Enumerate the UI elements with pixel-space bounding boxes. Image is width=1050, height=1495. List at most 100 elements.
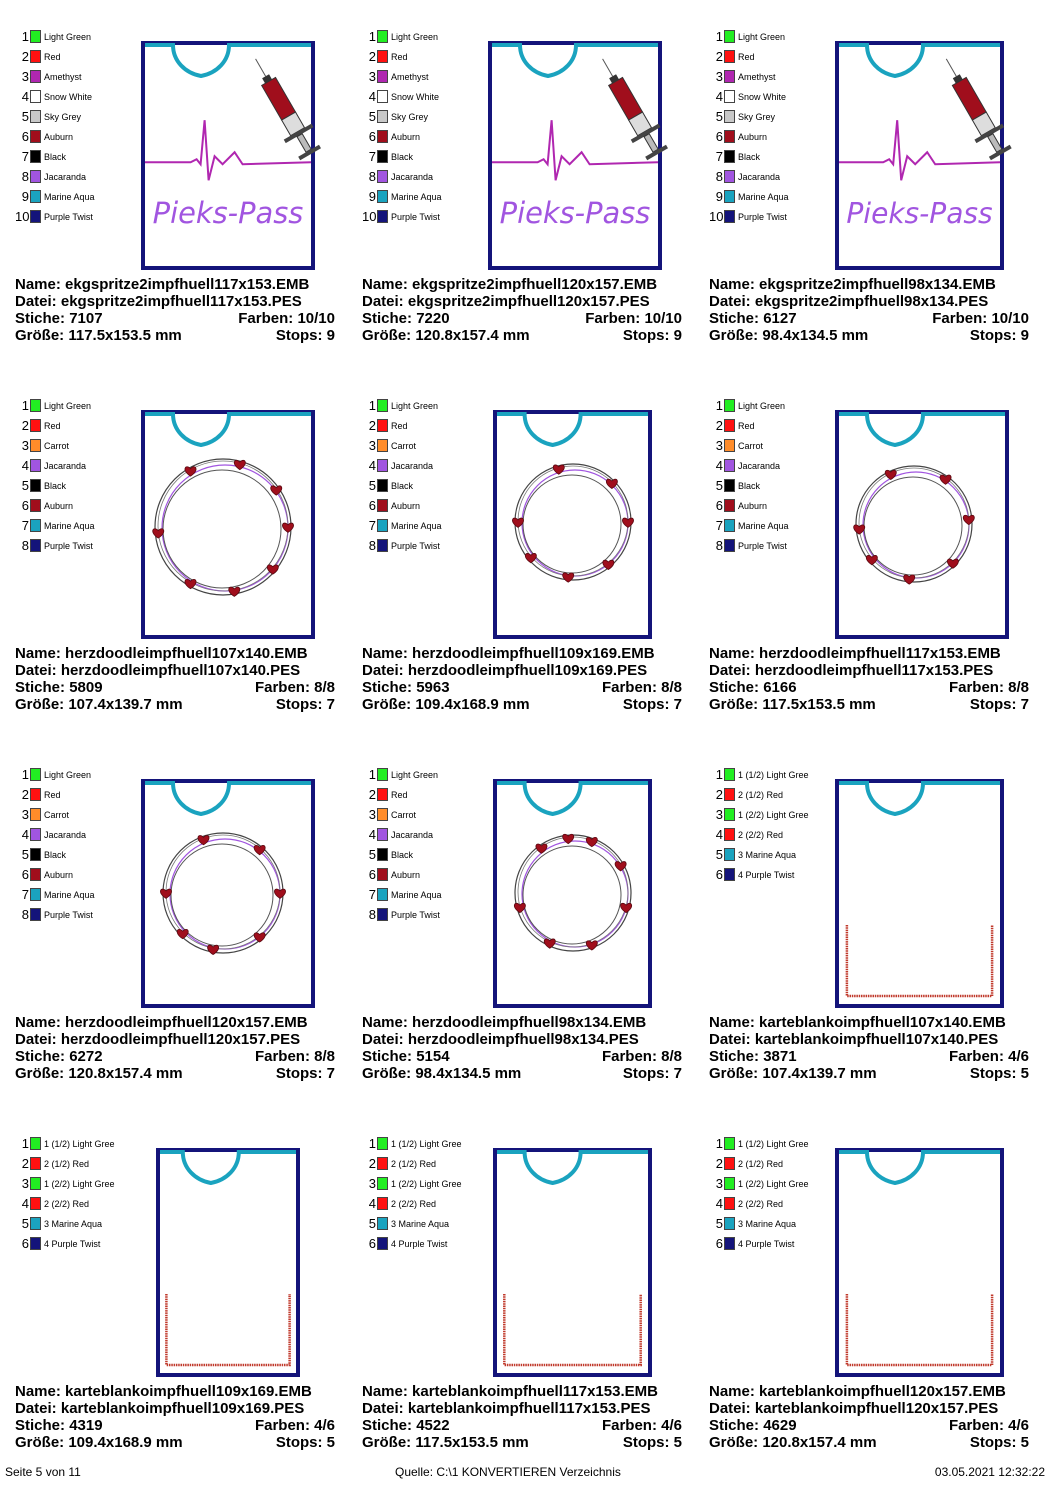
color-swatch (30, 130, 41, 143)
legend-number: 6 (368, 498, 376, 513)
color-swatch (724, 1197, 735, 1210)
datei-label: Datei: (362, 293, 404, 310)
datei-line: Datei: ekgspritze2impfhuell98x134.PES (709, 293, 1029, 310)
legend-color-name: 2 (2/2) Red (391, 1199, 437, 1209)
legend-color-name: Snow White (391, 92, 440, 102)
legend-number: 8 (21, 538, 29, 553)
legend-item: 7 Marine Aqua (15, 886, 135, 906)
legend-item: 10 Purple Twist (15, 208, 135, 228)
card-pocket-line (503, 1294, 642, 1367)
source-path: Quelle: C:\1 KONVERTIEREN Verzeichnis (395, 1465, 621, 1479)
legend-number: 4 (715, 1196, 723, 1211)
heart-icon (282, 522, 294, 533)
legend-number: 9 (368, 189, 376, 204)
groesse-line: Größe: 117.5x153.5 mm Stops: 7 (709, 696, 1029, 713)
pocket-notch (497, 781, 648, 817)
design-card: 1 Light Green 2 Red 3 Carrot 4 Jacaranda 5 Black 6… (15, 397, 355, 757)
legend-item: 4 Snow White (709, 88, 829, 108)
datei-label: Datei: (15, 1400, 57, 1417)
legend-item: 2 2 (1/2) Red (709, 1155, 829, 1175)
stiche-label: Stiche: (15, 1417, 66, 1434)
card-pocket-line (845, 1294, 994, 1367)
color-swatch (30, 70, 41, 83)
legend-number: 2 (368, 1156, 376, 1171)
groesse-line: Größe: 120.8x157.4 mm Stops: 7 (15, 1065, 335, 1082)
legend-item: 6 Auburn (362, 128, 482, 148)
stops-value: 7 (1020, 696, 1029, 713)
name-value: karteblankoimpfhuell117x153.EMB (412, 1383, 658, 1400)
design-card: 1 1 (1/2) Light Gree 2 2 (1/2) Red 3 1 (2/2) … (362, 1135, 702, 1495)
legend-item: 6 4 Purple Twist (362, 1235, 482, 1255)
stiche-value: 4319 (69, 1417, 103, 1434)
heart-icon (947, 558, 959, 569)
datei-label: Datei: (709, 293, 751, 310)
name-line: Name: ekgspritze2impfhuell117x153.EMB (15, 276, 335, 293)
legend-number: 2 (21, 49, 29, 64)
pocket-notch (497, 1150, 648, 1186)
stiche-label: Stiche: (15, 1048, 66, 1065)
color-swatch (724, 1157, 735, 1170)
heart-icon (253, 845, 266, 856)
legend-number: 7 (715, 518, 723, 533)
farben-label: Farben: (601, 1417, 657, 1434)
legend-number: 5 (21, 109, 29, 124)
legend-item: 2 2 (1/2) Red (362, 1155, 482, 1175)
legend-color-name: Jacaranda (44, 830, 87, 840)
color-swatch (30, 768, 41, 781)
legend-item: 7 Marine Aqua (709, 517, 829, 537)
legend-item: 2 Red (15, 48, 135, 68)
legend-number: 4 (368, 1196, 376, 1211)
color-swatch (30, 439, 41, 452)
legend-item: 3 1 (2/2) Light Gree (709, 806, 829, 826)
legend-number: 7 (21, 887, 29, 902)
legend-item: 6 Auburn (362, 866, 482, 886)
legend-item: 5 Black (15, 846, 135, 866)
design-info: Name: herzdoodleimpfhuell109x169.EMB Date… (362, 645, 682, 713)
heart-icon (903, 574, 916, 585)
legend-color-name: 1 (2/2) Light Gree (391, 1179, 462, 1189)
datei-line: Datei: karteblankoimpfhuell120x157.PES (709, 1400, 1029, 1417)
pocket-notch (492, 43, 658, 79)
legend-color-name: Carrot (738, 441, 764, 451)
legend-color-name: Purple Twist (44, 541, 93, 551)
design-card: 1 Light Green 2 Red 3 Amethyst 4 Snow White 5 Sky… (709, 28, 1049, 388)
legend-number: 3 (715, 438, 723, 453)
legend-number: 3 (715, 807, 723, 822)
groesse-value: 107.4x139.7 mm (762, 1065, 877, 1082)
legend-number: 2 (715, 49, 723, 64)
stops-value: 7 (326, 1065, 335, 1082)
legend-item: 3 Carrot (362, 437, 482, 457)
stiche-line: Stiche: 3871 Farben: 4/6 (709, 1048, 1029, 1065)
color-swatch (377, 768, 388, 781)
color-swatch (724, 50, 735, 63)
design-preview: Pieks-Pass (141, 41, 321, 270)
stiche-line: Stiche: 6166 Farben: 8/8 (709, 679, 1029, 696)
farben-value: 8/8 (314, 679, 335, 696)
color-swatch (724, 868, 735, 881)
datei-label: Datei: (709, 1031, 751, 1048)
legend-color-name: Marine Aqua (738, 521, 789, 531)
frame-border (156, 1148, 300, 1377)
legend-item: 3 Carrot (362, 806, 482, 826)
name-value: herzdoodleimpfhuell98x134.EMB (412, 1014, 647, 1031)
groesse-value: 117.5x153.5 mm (415, 1434, 529, 1451)
legend-color-name: Carrot (44, 441, 70, 451)
stiche-value: 5154 (416, 1048, 450, 1065)
color-swatch (377, 70, 388, 83)
color-swatch (377, 868, 388, 881)
legend-item: 2 Red (15, 786, 135, 806)
color-swatch (377, 439, 388, 452)
legend-number: 10 (15, 209, 30, 224)
design-card: 1 Light Green 2 Red 3 Amethyst 4 Snow White 5 Sky… (362, 28, 702, 388)
stiche-line: Stiche: 4629 Farben: 4/6 (709, 1417, 1029, 1434)
legend-number: 8 (21, 907, 29, 922)
legend-item: 3 Carrot (709, 437, 829, 457)
legend-color-name: Red (391, 52, 408, 62)
color-swatch (30, 1237, 41, 1250)
stiche-value: 3871 (763, 1048, 797, 1065)
datei-label: Datei: (362, 1400, 404, 1417)
farben-label: Farben: (932, 310, 988, 327)
color-swatch (30, 459, 41, 472)
legend-item: 4 Jacaranda (15, 457, 135, 477)
design-info: Name: karteblankoimpfhuell107x140.EMB Dat… (709, 1014, 1029, 1082)
